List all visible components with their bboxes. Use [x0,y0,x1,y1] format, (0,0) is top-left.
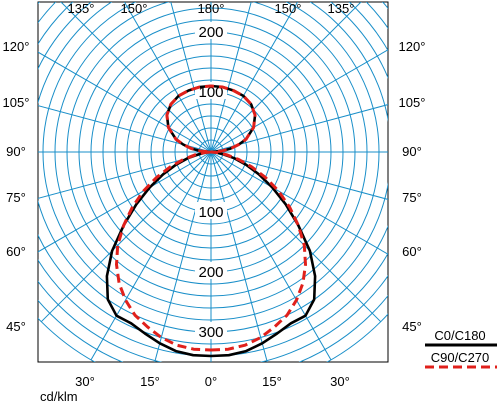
grid-spoke [210,49,388,153]
radial-tick-label: 300 [198,324,223,341]
angle-label: 75° [402,190,422,205]
angle-label: 0° [205,374,217,389]
angle-label: 135° [68,1,95,16]
angle-label: 45° [402,319,422,334]
grid-spoke [40,151,212,323]
angle-label: 15° [262,374,282,389]
radial-label-bg [195,322,227,339]
angle-label: 30° [330,374,350,389]
grid-spoke [210,151,332,361]
radial-tick-label: 100 [198,204,223,221]
angle-labels: 135° 150° 180° 150° 135° 30° 15° 0° 15° 30° 120° 10… [3,1,426,389]
legend-label: C90/C270 [431,350,490,365]
grid-spoke [38,151,212,199]
grid-spoke [210,151,388,255]
grid-spoke [210,151,388,200]
angle-label: 120° [3,39,30,54]
unit-label: cd/klm [40,389,78,404]
grid-spoke [60,2,212,153]
legend-label: C0/C180 [434,328,485,343]
plot-frame [37,1,389,363]
grid-spoke [38,105,212,153]
grid-spoke [170,2,212,153]
angle-label: 45° [6,319,26,334]
angle-label: 180° [198,1,225,16]
grid-spoke [210,151,382,323]
grid-spoke [210,104,388,153]
radial-tick-label: 200 [198,24,223,41]
angle-label: 105° [399,95,426,110]
radial-label-bg [195,22,227,39]
angle-label: 150° [121,1,148,16]
angle-label: 150° [275,1,302,16]
grid-spoke [210,2,299,153]
angle-label: 90° [402,144,422,159]
angle-label: 30° [75,374,95,389]
distribution-curves [105,84,317,358]
radial-tick-labels: 100 200 300 100 200 [195,22,227,341]
angle-label: 15° [140,374,160,389]
angle-label: 90° [6,144,26,159]
grid-spoke [210,2,252,153]
angle-label: 135° [328,1,355,16]
grid-spoke [154,151,212,362]
series-curve-c90-c270 [115,84,307,352]
angle-label: 105° [3,95,30,110]
grid-spoke [38,51,212,153]
angle-label: 120° [399,39,426,54]
grid-spoke [210,151,268,362]
radial-label-bg [195,262,227,279]
angle-label: 60° [6,244,26,259]
radial-tick-label: 200 [198,264,223,281]
grid-spoke [90,151,212,361]
radial-tick-label: 100 [198,84,223,101]
grid-spoke [210,2,362,153]
legend: C0/C180 C90/C270 [425,328,497,369]
radial-label-bg [195,202,227,219]
angle-label: 75° [6,190,26,205]
grid-spoke [123,2,212,153]
angle-label: 60° [402,244,422,259]
grid-spoke [38,151,212,253]
